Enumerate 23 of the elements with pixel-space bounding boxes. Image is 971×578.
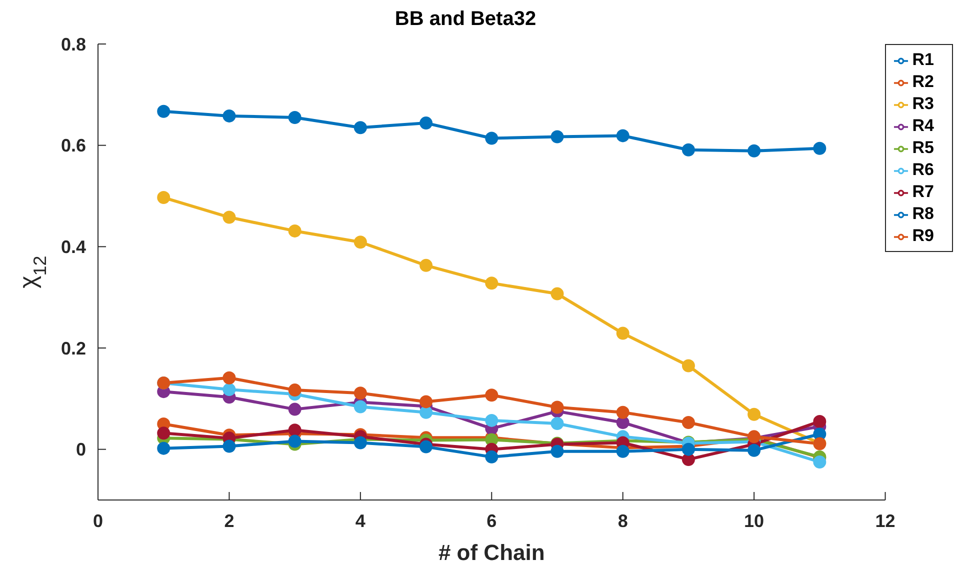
legend-label: R6 (912, 160, 934, 179)
legend-label: R5 (912, 138, 934, 157)
legend-label: R4 (912, 116, 934, 135)
x-tick-label: 12 (875, 510, 896, 531)
x-tick-label: 4 (355, 510, 366, 531)
x-tick-label: 10 (744, 510, 764, 531)
legend-label: R9 (912, 226, 934, 245)
x-tick-label: 8 (618, 510, 628, 531)
legend-label: R1 (912, 50, 934, 69)
y-tick-label: 0.6 (60, 136, 86, 156)
legend-label: R2 (912, 72, 934, 91)
legend-label: R8 (912, 204, 934, 223)
legend-label: R3 (912, 94, 934, 113)
chart-title: BB and Beta32 (394, 8, 538, 32)
x-tick-label: 6 (486, 510, 497, 531)
y-tick-label: 0 (76, 440, 86, 460)
x-tick-label: 2 (224, 510, 234, 531)
y-tick-label: 0.2 (60, 338, 86, 358)
x-tick-label: 0 (92, 510, 104, 531)
x-axis-title: # of Chain (438, 540, 545, 565)
y-tick-label: 0.4 (60, 237, 86, 258)
y-tick-label: 0.8 (60, 34, 86, 54)
legend-label: R7 (912, 182, 934, 201)
